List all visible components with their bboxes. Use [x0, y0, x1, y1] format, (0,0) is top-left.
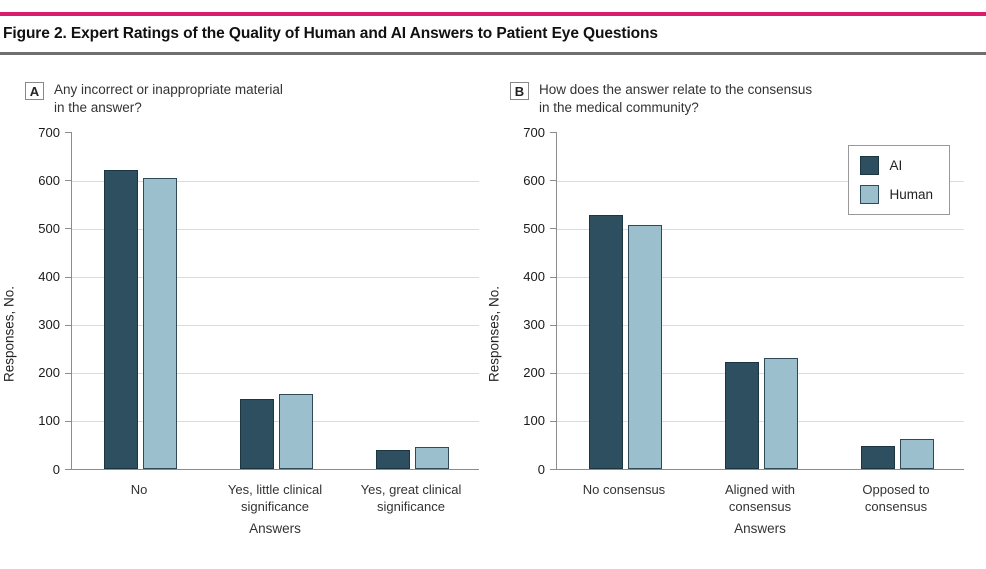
y-tick-label-100: 100: [523, 413, 545, 429]
gridline-600: [557, 180, 964, 182]
y-tick-0: [65, 469, 72, 471]
bar-group-2: [724, 358, 798, 469]
y-tick-0: [550, 469, 557, 471]
bar-human-3: [899, 439, 934, 469]
x-category-3: Opposed to consensus: [862, 481, 930, 514]
x-category-3: Yes, great clinical significance: [360, 481, 462, 514]
y-axis-title: Responses, No.: [1, 286, 17, 383]
figure-title: Figure 2. Expert Ratings of the Quality …: [3, 25, 658, 42]
bar-group-1: [588, 214, 662, 469]
x-axis-title: Answers: [734, 520, 786, 536]
gridline-400: [557, 277, 964, 279]
y-tick-label-400: 400: [38, 269, 60, 285]
y-tick-label-300: 300: [38, 317, 60, 333]
gridline-200: [72, 373, 479, 375]
bar-group-1: [103, 170, 177, 469]
gridline-200: [557, 373, 964, 375]
bar-group-2: [239, 394, 313, 469]
title-divider-rule: [0, 52, 986, 55]
y-tick-700: [65, 132, 72, 134]
y-tick-100: [550, 420, 557, 422]
x-category-2: Aligned with consensus: [724, 481, 796, 514]
top-accent-rule: [0, 12, 986, 16]
x-category-labels: No consensus Aligned with consensus Opposed…: [556, 482, 964, 518]
y-tick-600: [65, 180, 72, 182]
gridline-300: [72, 325, 479, 327]
bar-ai-1: [103, 170, 138, 469]
y-tick-label-500: 500: [38, 220, 60, 236]
y-tick-label-700: 700: [38, 124, 60, 140]
y-tick-200: [65, 372, 72, 374]
y-tick-500: [65, 228, 72, 230]
bar-group-3: [375, 447, 449, 469]
legend-item-human: Human: [860, 184, 933, 204]
y-tick-100: [65, 420, 72, 422]
bar-ai-2: [239, 398, 274, 469]
panel-B-label: B: [510, 82, 529, 100]
y-tick-label-600: 600: [38, 172, 60, 188]
gridline-600: [72, 180, 479, 182]
panel-A: A Any incorrect or inappropriate material…: [2, 81, 480, 536]
legend-item-ai: AI: [860, 155, 933, 175]
y-tick-600: [550, 180, 557, 182]
bar-group-3: [860, 439, 934, 469]
y-tick-label-300: 300: [523, 317, 545, 333]
x-category-2: Yes, little clinical significance: [227, 481, 323, 514]
y-tick-400: [550, 276, 557, 278]
gridline-100: [72, 421, 479, 423]
panel-B-chart: Responses, No. 0 100 200 300 400 500 600 700 AI Hu…: [487, 125, 964, 536]
panel-B-question: How does the answer relate to the consen…: [539, 82, 813, 115]
legend: AI Human: [848, 144, 950, 215]
y-tick-400: [65, 276, 72, 278]
bar-human-3: [414, 447, 449, 469]
y-tick-300: [65, 324, 72, 326]
legend-swatch-ai: [860, 155, 880, 175]
panel-A-chart: Responses, No. 0 100 200 300 400 500 600 700 No Ye…: [2, 125, 479, 536]
bar-ai-3: [860, 446, 895, 469]
y-tick-label-700: 700: [523, 124, 545, 140]
panel-A-label: A: [25, 82, 44, 100]
y-tick-label-200: 200: [38, 365, 60, 381]
bar-human-1: [142, 178, 177, 469]
y-tick-label-0: 0: [52, 461, 60, 477]
gridline-100: [557, 421, 964, 423]
plot-area-A: 0 100 200 300 400 500 600 700: [38, 125, 479, 477]
gridline-300: [557, 325, 964, 327]
y-tick-300: [550, 324, 557, 326]
bar-ai-3: [375, 450, 410, 469]
bar-human-1: [627, 225, 662, 469]
panel-A-header: A Any incorrect or inappropriate material…: [25, 81, 480, 117]
legend-swatch-human: [860, 184, 880, 204]
legend-label-ai: AI: [889, 157, 903, 173]
x-category-1: No: [130, 481, 148, 497]
y-axis-title: Responses, No.: [486, 286, 502, 383]
plot-area-B: 0 100 200 300 400 500 600 700 AI Human: [523, 125, 964, 477]
panel-B-header: B How does the answer relate to the conse…: [510, 81, 965, 117]
gridline-500: [72, 228, 479, 230]
y-tick-500: [550, 228, 557, 230]
panel-B: B How does the answer relate to the conse…: [487, 81, 965, 536]
bar-ai-2: [724, 362, 759, 469]
panel-A-question: Any incorrect or inappropriate material i…: [54, 82, 283, 115]
y-tick-label-500: 500: [523, 220, 545, 236]
panels-container: A Any incorrect or inappropriate material…: [0, 55, 986, 536]
y-tick-700: [550, 132, 557, 134]
bar-human-2: [763, 358, 798, 469]
y-tick-label-400: 400: [523, 269, 545, 285]
x-axis-title: Answers: [249, 520, 301, 536]
x-category-labels: No Yes, little clinical significance Yes, g…: [71, 482, 479, 518]
legend-label-human: Human: [889, 186, 933, 202]
y-tick-200: [550, 372, 557, 374]
gridline-500: [557, 228, 964, 230]
bar-human-2: [278, 394, 313, 469]
y-tick-label-200: 200: [523, 365, 545, 381]
bar-ai-1: [588, 214, 623, 469]
y-tick-label-0: 0: [537, 461, 545, 477]
y-tick-label-100: 100: [38, 413, 60, 429]
x-category-1: No consensus: [582, 481, 666, 497]
gridline-400: [72, 277, 479, 279]
y-tick-label-600: 600: [523, 172, 545, 188]
